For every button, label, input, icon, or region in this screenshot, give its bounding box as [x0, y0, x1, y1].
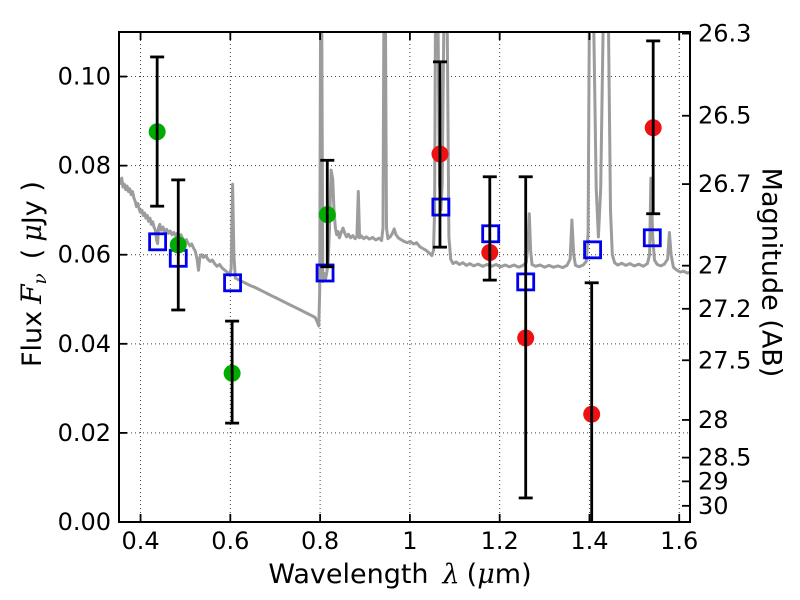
mu-symbol: μ	[477, 559, 495, 590]
blue-model-square	[315, 263, 335, 283]
magnitude-label: Magnitude (AB)	[755, 167, 787, 378]
y-tick-label-left: 0.00	[58, 508, 111, 536]
error-bars	[150, 39, 661, 522]
blue-model-square	[223, 273, 242, 293]
grid	[119, 32, 690, 523]
x-tick-label: 1.2	[481, 527, 519, 555]
y-tick-label-right: 29	[698, 467, 729, 495]
y-tick-label-left: 0.06	[58, 241, 111, 269]
y-tick-label-right: 27	[698, 252, 729, 280]
blue-model-square	[148, 232, 168, 252]
y-tick-label-left: 0.02	[58, 419, 111, 447]
tick-marks	[119, 32, 690, 523]
spectrum-group	[119, 32, 690, 328]
lambda-symbol: λ	[442, 559, 460, 590]
flux-unit-close: Jy )	[16, 181, 48, 225]
x-axis-label: Wavelength λ (μm)	[0, 559, 800, 590]
plot-background	[119, 32, 690, 522]
flux-unit-mu: μ	[16, 224, 48, 242]
x-unit-open: (	[466, 559, 478, 590]
x-tick-label: 1.6	[660, 527, 698, 555]
flux-subscript-nu: ν	[30, 273, 52, 285]
x-tick-label: 0.6	[211, 527, 249, 555]
flux-unit-open: (	[16, 248, 48, 260]
y-tick-label-right: 28.5	[698, 444, 751, 472]
model-spectrum	[119, 32, 690, 328]
x-axis-label-word: Wavelength	[268, 559, 429, 590]
y-tick-label-right: 28	[698, 406, 729, 434]
x-tick-label: 1	[402, 527, 417, 555]
flux-symbol: F	[14, 284, 48, 304]
y-tick-label-right: 26.7	[698, 170, 751, 198]
x-tick-label: 0.8	[301, 527, 339, 555]
y-tick-label-left: 0.10	[58, 63, 111, 91]
plot-frame	[118, 31, 691, 523]
y-tick-label-left: 0.08	[58, 152, 111, 180]
y-axis-label-left: Flux Fν ( μJy )	[15, 104, 51, 444]
x-tick-label: 1.4	[570, 527, 608, 555]
y-tick-label-right: 27.5	[698, 346, 751, 374]
y-axis-label-right: Magnitude (AB)	[756, 103, 787, 443]
y-tick-label-left: 0.04	[58, 330, 111, 358]
y-tick-label-right: 26.3	[698, 20, 751, 48]
y-tick-label-right: 27.2	[698, 295, 751, 323]
flux-word: Flux	[16, 310, 48, 368]
x-tick-label: 0.4	[121, 527, 159, 555]
y-tick-label-right: 26.5	[698, 102, 751, 130]
blue-model-square	[642, 228, 662, 248]
x-unit-close: m)	[494, 559, 532, 590]
y-tick-label-right: 30	[698, 492, 729, 520]
blue-model-square	[583, 240, 602, 260]
